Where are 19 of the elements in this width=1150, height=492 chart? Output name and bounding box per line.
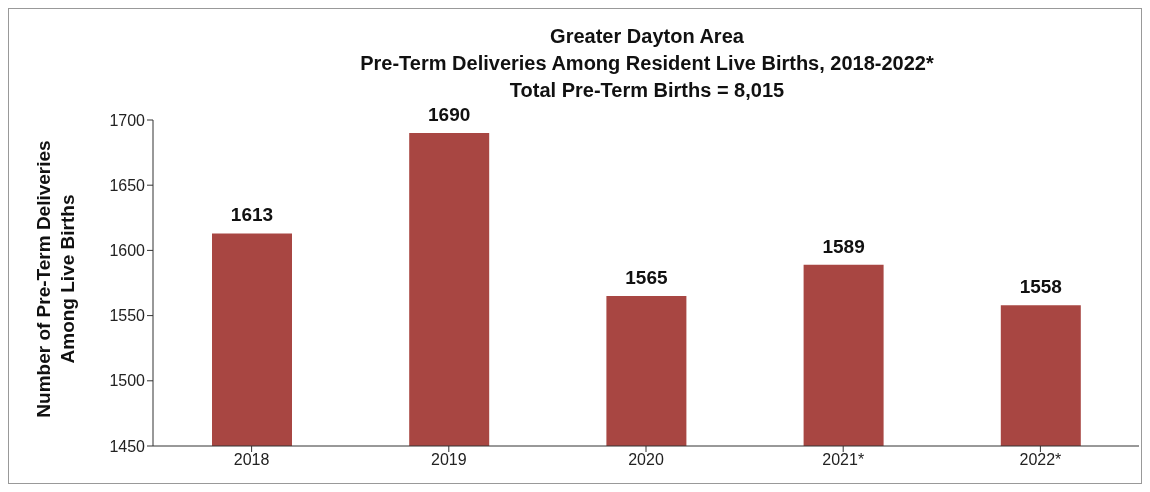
y-tick-label: 1450 [109, 437, 146, 455]
y-tick-label: 1600 [109, 242, 146, 260]
x-tick-label: 2021* [822, 451, 865, 469]
data-label: 1690 [428, 104, 471, 126]
data-label: 1613 [230, 204, 274, 226]
y-tick-label: 1500 [109, 372, 146, 390]
y-axis-title: Number of Pre-Term Deliveries Among Live Births [32, 140, 79, 418]
chart-title: Greater Dayton Area Pre-Term Deliveries Among Resident Live Births, 2018-2022* [359, 24, 935, 76]
x-tick-label: 2019 [431, 451, 467, 469]
x-tick-label: 2022* [1019, 451, 1062, 469]
y-tick-label: 1700 [109, 111, 146, 129]
chart-subtitle: Total Pre-Term Births = 8,015 [508, 78, 786, 103]
data-label: 1565 [625, 267, 668, 289]
y-tick-label: 1550 [109, 307, 146, 325]
data-label: 1558 [1019, 276, 1062, 298]
y-tick-label: 1650 [109, 176, 146, 194]
x-tick-label: 2018 [233, 451, 270, 469]
x-tick-label: 2020 [628, 451, 664, 469]
data-label: 1589 [822, 235, 865, 257]
